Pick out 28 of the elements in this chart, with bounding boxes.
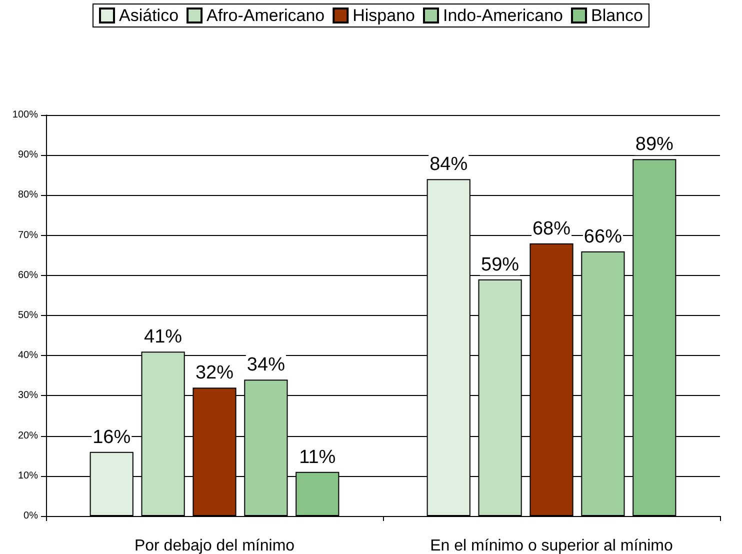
y-tick-label: 20% (18, 430, 38, 442)
data-label: 84% (430, 154, 468, 176)
y-tick-label: 40% (18, 350, 38, 362)
y-tick-label: 60% (18, 270, 38, 281)
data-label: 11% (299, 446, 336, 468)
y-tick-label: 0% (24, 510, 38, 522)
x-tick-label: Por debajo del mínimo (134, 538, 295, 554)
data-label: 89% (635, 134, 674, 156)
y-tick-label: 10% (18, 470, 38, 482)
y-tick-label: 50% (18, 310, 38, 321)
data-label: 41% (144, 326, 182, 348)
y-tick-label: 90% (18, 150, 38, 161)
data-label: 16% (92, 426, 131, 448)
data-label: 59% (481, 254, 520, 276)
y-tick-label: 30% (18, 390, 38, 402)
y-tick-label: 70% (18, 230, 38, 241)
legend-label: Asiático (119, 6, 179, 25)
y-tick-label: 100% (12, 110, 38, 120)
data-label: 34% (246, 354, 286, 376)
y-tick-label: 80% (18, 190, 38, 201)
data-label: 66% (584, 226, 622, 248)
legend-label: Indo-Americano (443, 6, 564, 25)
data-label: 68% (532, 218, 571, 240)
legend-label: Blanco (591, 6, 643, 25)
legend-label: Afro-Americano (206, 6, 325, 25)
legend-label: Hispano (352, 6, 416, 25)
data-label: 32% (195, 362, 234, 384)
x-tick-label: En el mínimo o superior al mínimo (430, 538, 673, 554)
